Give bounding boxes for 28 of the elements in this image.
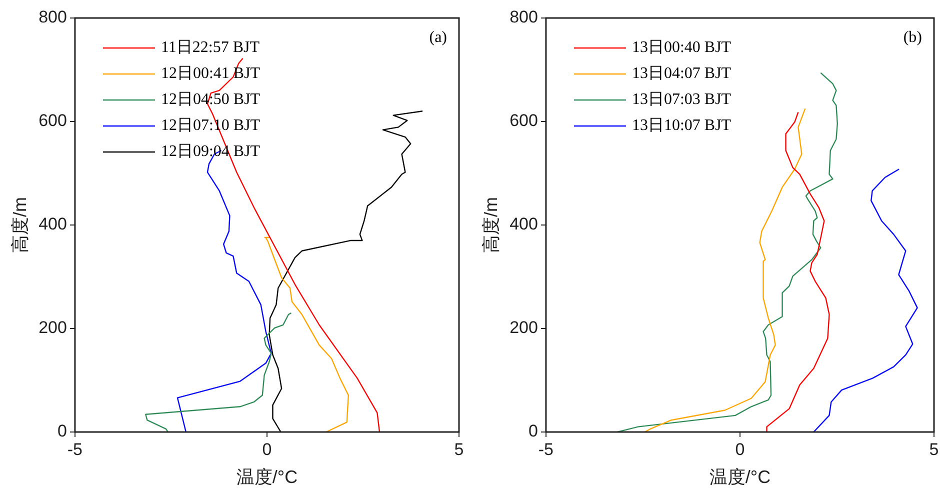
y-tick-label: 0 [57, 422, 67, 441]
x-axis-title: 温度/°C [236, 467, 298, 488]
y-tick-label: 200 [510, 318, 538, 338]
legend-label: 13日04:07 BJT [632, 65, 732, 82]
y-tick-label: 800 [510, 8, 538, 27]
y-tick-label: 800 [38, 8, 67, 27]
y-tick-label: 600 [38, 111, 67, 130]
legend-label: 13日10:07 BJT [632, 117, 732, 134]
legend-label: 12日00:41 BJT [160, 65, 260, 82]
x-tick-label: 0 [262, 440, 272, 459]
x-tick-label: 5 [929, 440, 939, 459]
legend-label: 13日07:03 BJT [632, 91, 732, 108]
annotation: (a) [429, 29, 447, 46]
y-tick-label: 400 [510, 214, 538, 234]
x-tick-label: 5 [454, 440, 464, 459]
annotation: (b) [903, 29, 922, 46]
x-axis-title: 温度/°C [709, 467, 771, 488]
y-axis-title: 高度/m [10, 197, 30, 253]
y-tick-label: 0 [528, 422, 538, 441]
y-tick-label: 600 [510, 111, 538, 130]
x-tick-label: -5 [67, 440, 83, 459]
legend-label: 11日22:57 BJT [160, 39, 260, 56]
y-tick-label: 200 [38, 318, 67, 338]
legend-label: 13日00:40 BJT [632, 39, 732, 56]
y-tick-label: 400 [38, 214, 67, 234]
x-tick-label: 0 [735, 440, 745, 459]
y-axis-title: 高度/m [480, 197, 501, 253]
x-tick-label: -5 [538, 440, 554, 459]
